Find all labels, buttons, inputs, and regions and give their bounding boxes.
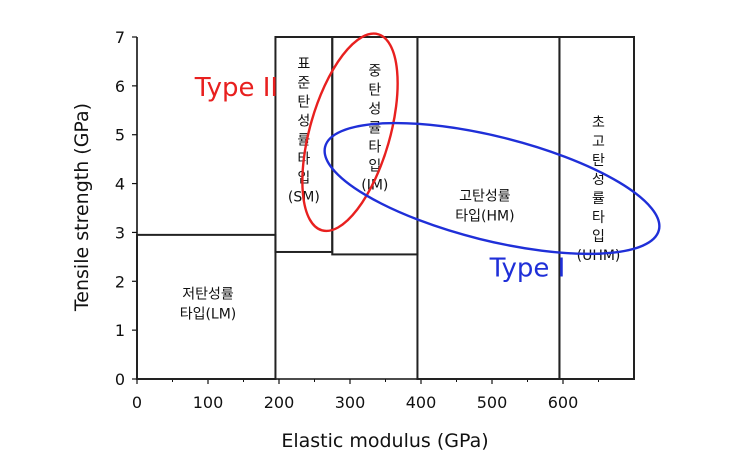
x-tick-label: 400 bbox=[406, 393, 437, 412]
x-tick-label: 200 bbox=[264, 393, 295, 412]
region-label-im: 타 bbox=[368, 139, 381, 155]
y-tick-label: 7 bbox=[115, 28, 125, 47]
region-label-lm: 저탄성률 bbox=[182, 286, 234, 302]
region-label-hm: 타입(HM) bbox=[455, 209, 514, 225]
region-label-uhm: 률 bbox=[592, 191, 605, 207]
x-tick-label: 500 bbox=[477, 393, 508, 412]
region-label-hm: 고탄성률 bbox=[459, 189, 511, 205]
region-label-sm: 성 bbox=[297, 113, 310, 129]
region-label-sm: 준 bbox=[297, 75, 310, 91]
regions-layer bbox=[136, 36, 636, 380]
x-tick-label: 300 bbox=[335, 393, 366, 412]
group-label-type-i: Type I bbox=[489, 254, 566, 284]
region-label-sm: 탄 bbox=[297, 94, 310, 110]
region-label-sm: 입 bbox=[297, 170, 310, 186]
region-label-lm: 타입(LM) bbox=[180, 306, 237, 322]
group-ellipses-layer: Type II Type I bbox=[194, 32, 661, 284]
region-label-uhm: 입 bbox=[592, 229, 605, 245]
region-label-im: 탄 bbox=[368, 82, 381, 98]
y-tick-label: 4 bbox=[115, 175, 125, 194]
y-tick-label: 3 bbox=[115, 223, 125, 242]
y-axis-label: Tensile strength (GPa) bbox=[71, 103, 93, 312]
region-label-sm: 표 bbox=[297, 56, 310, 72]
region-box-uhm bbox=[558, 36, 636, 380]
x-tick-label: 100 bbox=[193, 393, 224, 412]
region-label-uhm: 타 bbox=[592, 210, 605, 226]
axes-layer: 0 100 200 300 400 500 600 0 1 2 3 4 5 6 7 bbox=[115, 28, 634, 412]
x-axis-label: Elastic modulus (GPa) bbox=[281, 430, 488, 452]
group-ellipse-type-ii bbox=[301, 32, 399, 233]
y-tick-label: 6 bbox=[115, 77, 125, 96]
y-tick-label: 1 bbox=[115, 321, 125, 340]
region-label-uhm: (UHM) bbox=[577, 248, 621, 264]
labels-layer: 저탄성률타입(LM)표준탄성률타입(SM)중탄성률타입(IM)고탄성률타입(HM… bbox=[180, 56, 621, 322]
group-label-type-ii: Type II bbox=[194, 73, 278, 103]
region-box-lm bbox=[136, 233, 277, 380]
y-tick-label: 0 bbox=[115, 370, 125, 389]
region-label-uhm: 탄 bbox=[592, 153, 605, 169]
x-tick-label: 600 bbox=[548, 393, 579, 412]
region-label-uhm: 성 bbox=[592, 172, 605, 188]
x-tick-label: 0 bbox=[132, 393, 142, 412]
region-label-im: (IM) bbox=[361, 177, 388, 193]
region-label-uhm: 초 bbox=[592, 115, 605, 131]
y-tick-label: 5 bbox=[115, 126, 125, 145]
group-ellipse-type-i bbox=[323, 121, 661, 256]
y-tick-label: 2 bbox=[115, 272, 125, 291]
region-label-im: 성 bbox=[368, 101, 381, 117]
region-label-uhm: 고 bbox=[592, 134, 605, 150]
region-label-im: 중 bbox=[368, 63, 381, 79]
